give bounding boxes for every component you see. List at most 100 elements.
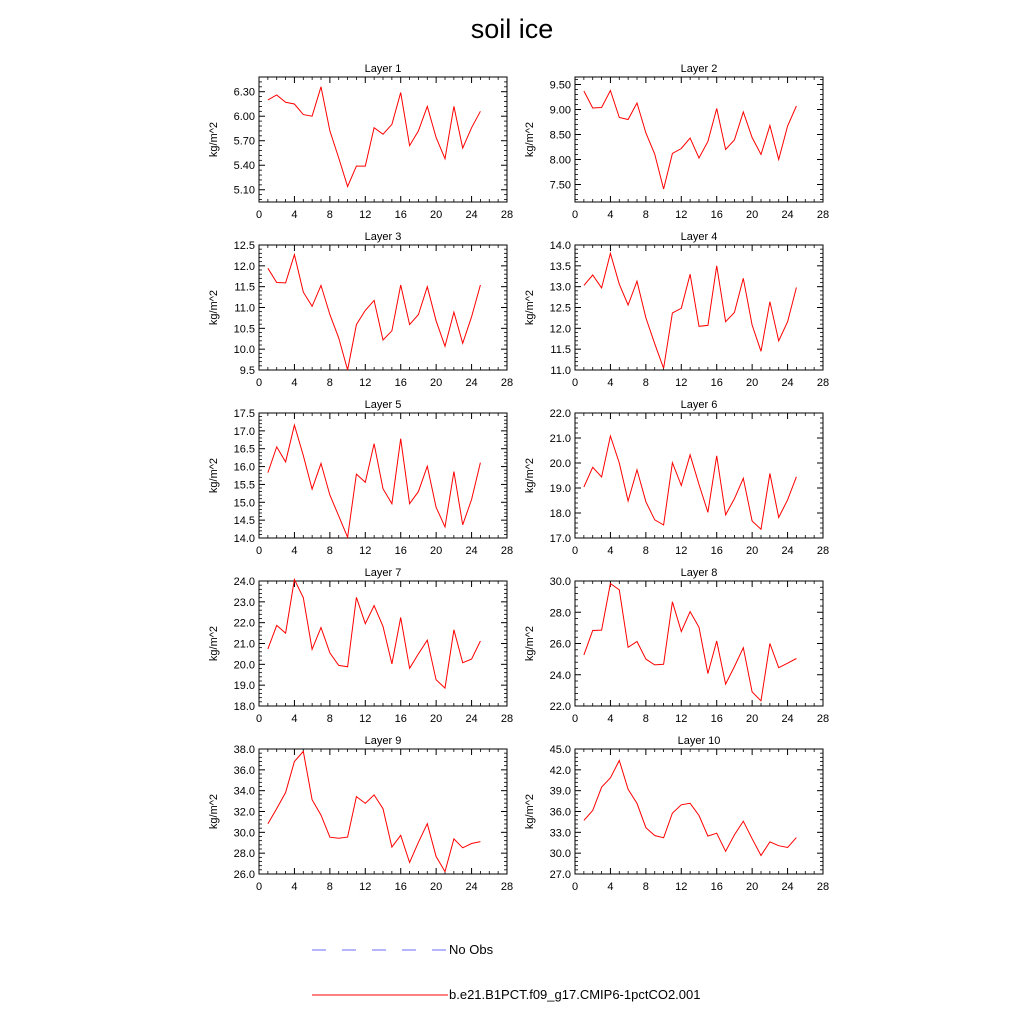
y-axis-label: kg/m^2 (524, 794, 536, 829)
y-tick-label: 17.5 (234, 408, 255, 420)
x-tick-label: 0 (256, 377, 262, 389)
y-tick-label: 20.0 (234, 659, 255, 671)
x-tick-label: 8 (643, 545, 649, 557)
y-tick-label: 11.5 (550, 344, 571, 356)
y-tick-label: 26.0 (234, 869, 255, 881)
y-tick-label: 19.0 (550, 483, 571, 495)
legend-label-model: b.e21.B1PCT.f09_g17.CMIP6-1pctCO2.001 (449, 987, 701, 1002)
x-tick-label: 4 (291, 881, 297, 893)
x-tick-label: 12 (675, 881, 687, 893)
y-tick-label: 17.0 (550, 533, 571, 545)
y-tick-label: 9.50 (550, 80, 571, 92)
panel-title: Layer 2 (681, 63, 718, 75)
y-axis-label: kg/m^2 (524, 458, 536, 493)
x-tick-label: 4 (291, 713, 297, 725)
y-tick-label: 33.0 (550, 827, 571, 839)
series-line (267, 86, 481, 188)
x-tick-label: 20 (430, 209, 442, 221)
y-tick-label: 12.0 (550, 323, 571, 335)
y-axis-label: kg/m^2 (208, 794, 220, 829)
panel-title: Layer 10 (678, 735, 721, 747)
y-tick-label: 9.00 (550, 105, 571, 117)
x-tick-label: 8 (327, 881, 333, 893)
x-tick-label: 0 (572, 545, 578, 557)
x-tick-label: 4 (291, 377, 297, 389)
y-tick-label: 23.0 (234, 597, 255, 609)
series-line (583, 582, 797, 702)
x-tick-label: 20 (746, 377, 758, 389)
x-tick-label: 24 (465, 545, 477, 557)
x-tick-label: 20 (430, 545, 442, 557)
x-tick-label: 20 (746, 209, 758, 221)
y-axis-label: kg/m^2 (208, 290, 220, 325)
y-tick-label: 5.70 (234, 136, 255, 148)
y-tick-label: 36.0 (550, 807, 571, 819)
y-tick-label: 24.0 (234, 576, 255, 588)
x-tick-label: 24 (781, 209, 793, 221)
x-tick-label: 28 (501, 377, 513, 389)
y-tick-label: 28.0 (550, 607, 571, 619)
x-tick-label: 8 (643, 881, 649, 893)
x-tick-label: 16 (395, 881, 407, 893)
y-tick-label: 12.5 (550, 303, 571, 315)
panel-title: Layer 8 (681, 567, 718, 579)
panel-layer-5: Layer 5 0 4 8 12 16 20 24 28 14.0 14.5 15.0 15.5 16.0… (208, 399, 513, 557)
x-tick-label: 0 (572, 713, 578, 725)
x-tick-label: 16 (395, 545, 407, 557)
y-tick-label: 8.50 (550, 130, 571, 142)
x-tick-label: 28 (817, 545, 829, 557)
x-tick-label: 16 (395, 377, 407, 389)
x-tick-label: 4 (607, 377, 613, 389)
y-tick-label: 19.0 (234, 680, 255, 692)
panel-layer-10: Layer 10 0 4 8 12 16 20 24 28 27.0 30.0 33.0 36.0 39.… (524, 735, 829, 893)
series-line (583, 251, 797, 369)
series-line (267, 252, 481, 371)
y-tick-label: 9.5 (240, 365, 255, 377)
x-tick-label: 12 (359, 209, 371, 221)
series-line (583, 434, 797, 531)
y-axis-label: kg/m^2 (524, 626, 536, 661)
x-tick-label: 0 (256, 209, 262, 221)
panel-title: Layer 5 (365, 399, 402, 411)
x-tick-label: 28 (817, 713, 829, 725)
y-tick-label: 24.0 (550, 670, 571, 682)
x-tick-label: 28 (817, 881, 829, 893)
x-tick-label: 12 (359, 545, 371, 557)
y-tick-label: 14.0 (234, 533, 255, 545)
x-tick-label: 24 (781, 377, 793, 389)
x-tick-label: 28 (501, 209, 513, 221)
y-axis-label: kg/m^2 (524, 290, 536, 325)
y-tick-label: 38.0 (234, 744, 255, 756)
x-tick-label: 24 (781, 713, 793, 725)
y-tick-label: 12.5 (234, 240, 255, 252)
panel-layer-6: Layer 6 0 4 8 12 16 20 24 28 17.0 18.0 19.0 20.0 21.0… (524, 399, 829, 557)
x-tick-label: 16 (395, 713, 407, 725)
x-tick-label: 12 (359, 377, 371, 389)
y-tick-label: 13.5 (550, 261, 571, 273)
y-tick-label: 12.0 (234, 261, 255, 273)
series-line (583, 759, 797, 857)
x-tick-label: 4 (607, 881, 613, 893)
x-tick-label: 4 (607, 545, 613, 557)
x-tick-label: 28 (501, 545, 513, 557)
panel-title: Layer 6 (681, 399, 718, 411)
x-tick-label: 12 (675, 377, 687, 389)
y-tick-label: 34.0 (234, 786, 255, 798)
series-line (267, 750, 481, 873)
panel-title: Layer 9 (365, 735, 402, 747)
y-tick-label: 30.0 (234, 827, 255, 839)
y-tick-label: 5.40 (234, 160, 255, 172)
x-tick-label: 24 (465, 209, 477, 221)
y-tick-label: 14.5 (234, 515, 255, 527)
x-tick-label: 20 (430, 881, 442, 893)
y-axis-label: kg/m^2 (208, 122, 220, 157)
x-tick-label: 24 (465, 713, 477, 725)
x-tick-label: 8 (327, 209, 333, 221)
y-tick-label: 32.0 (234, 807, 255, 819)
y-tick-label: 36.0 (234, 765, 255, 777)
y-tick-label: 15.5 (234, 479, 255, 491)
x-tick-label: 24 (781, 545, 793, 557)
y-tick-label: 6.00 (234, 111, 255, 123)
x-tick-label: 20 (430, 713, 442, 725)
plot-frame (574, 580, 824, 707)
